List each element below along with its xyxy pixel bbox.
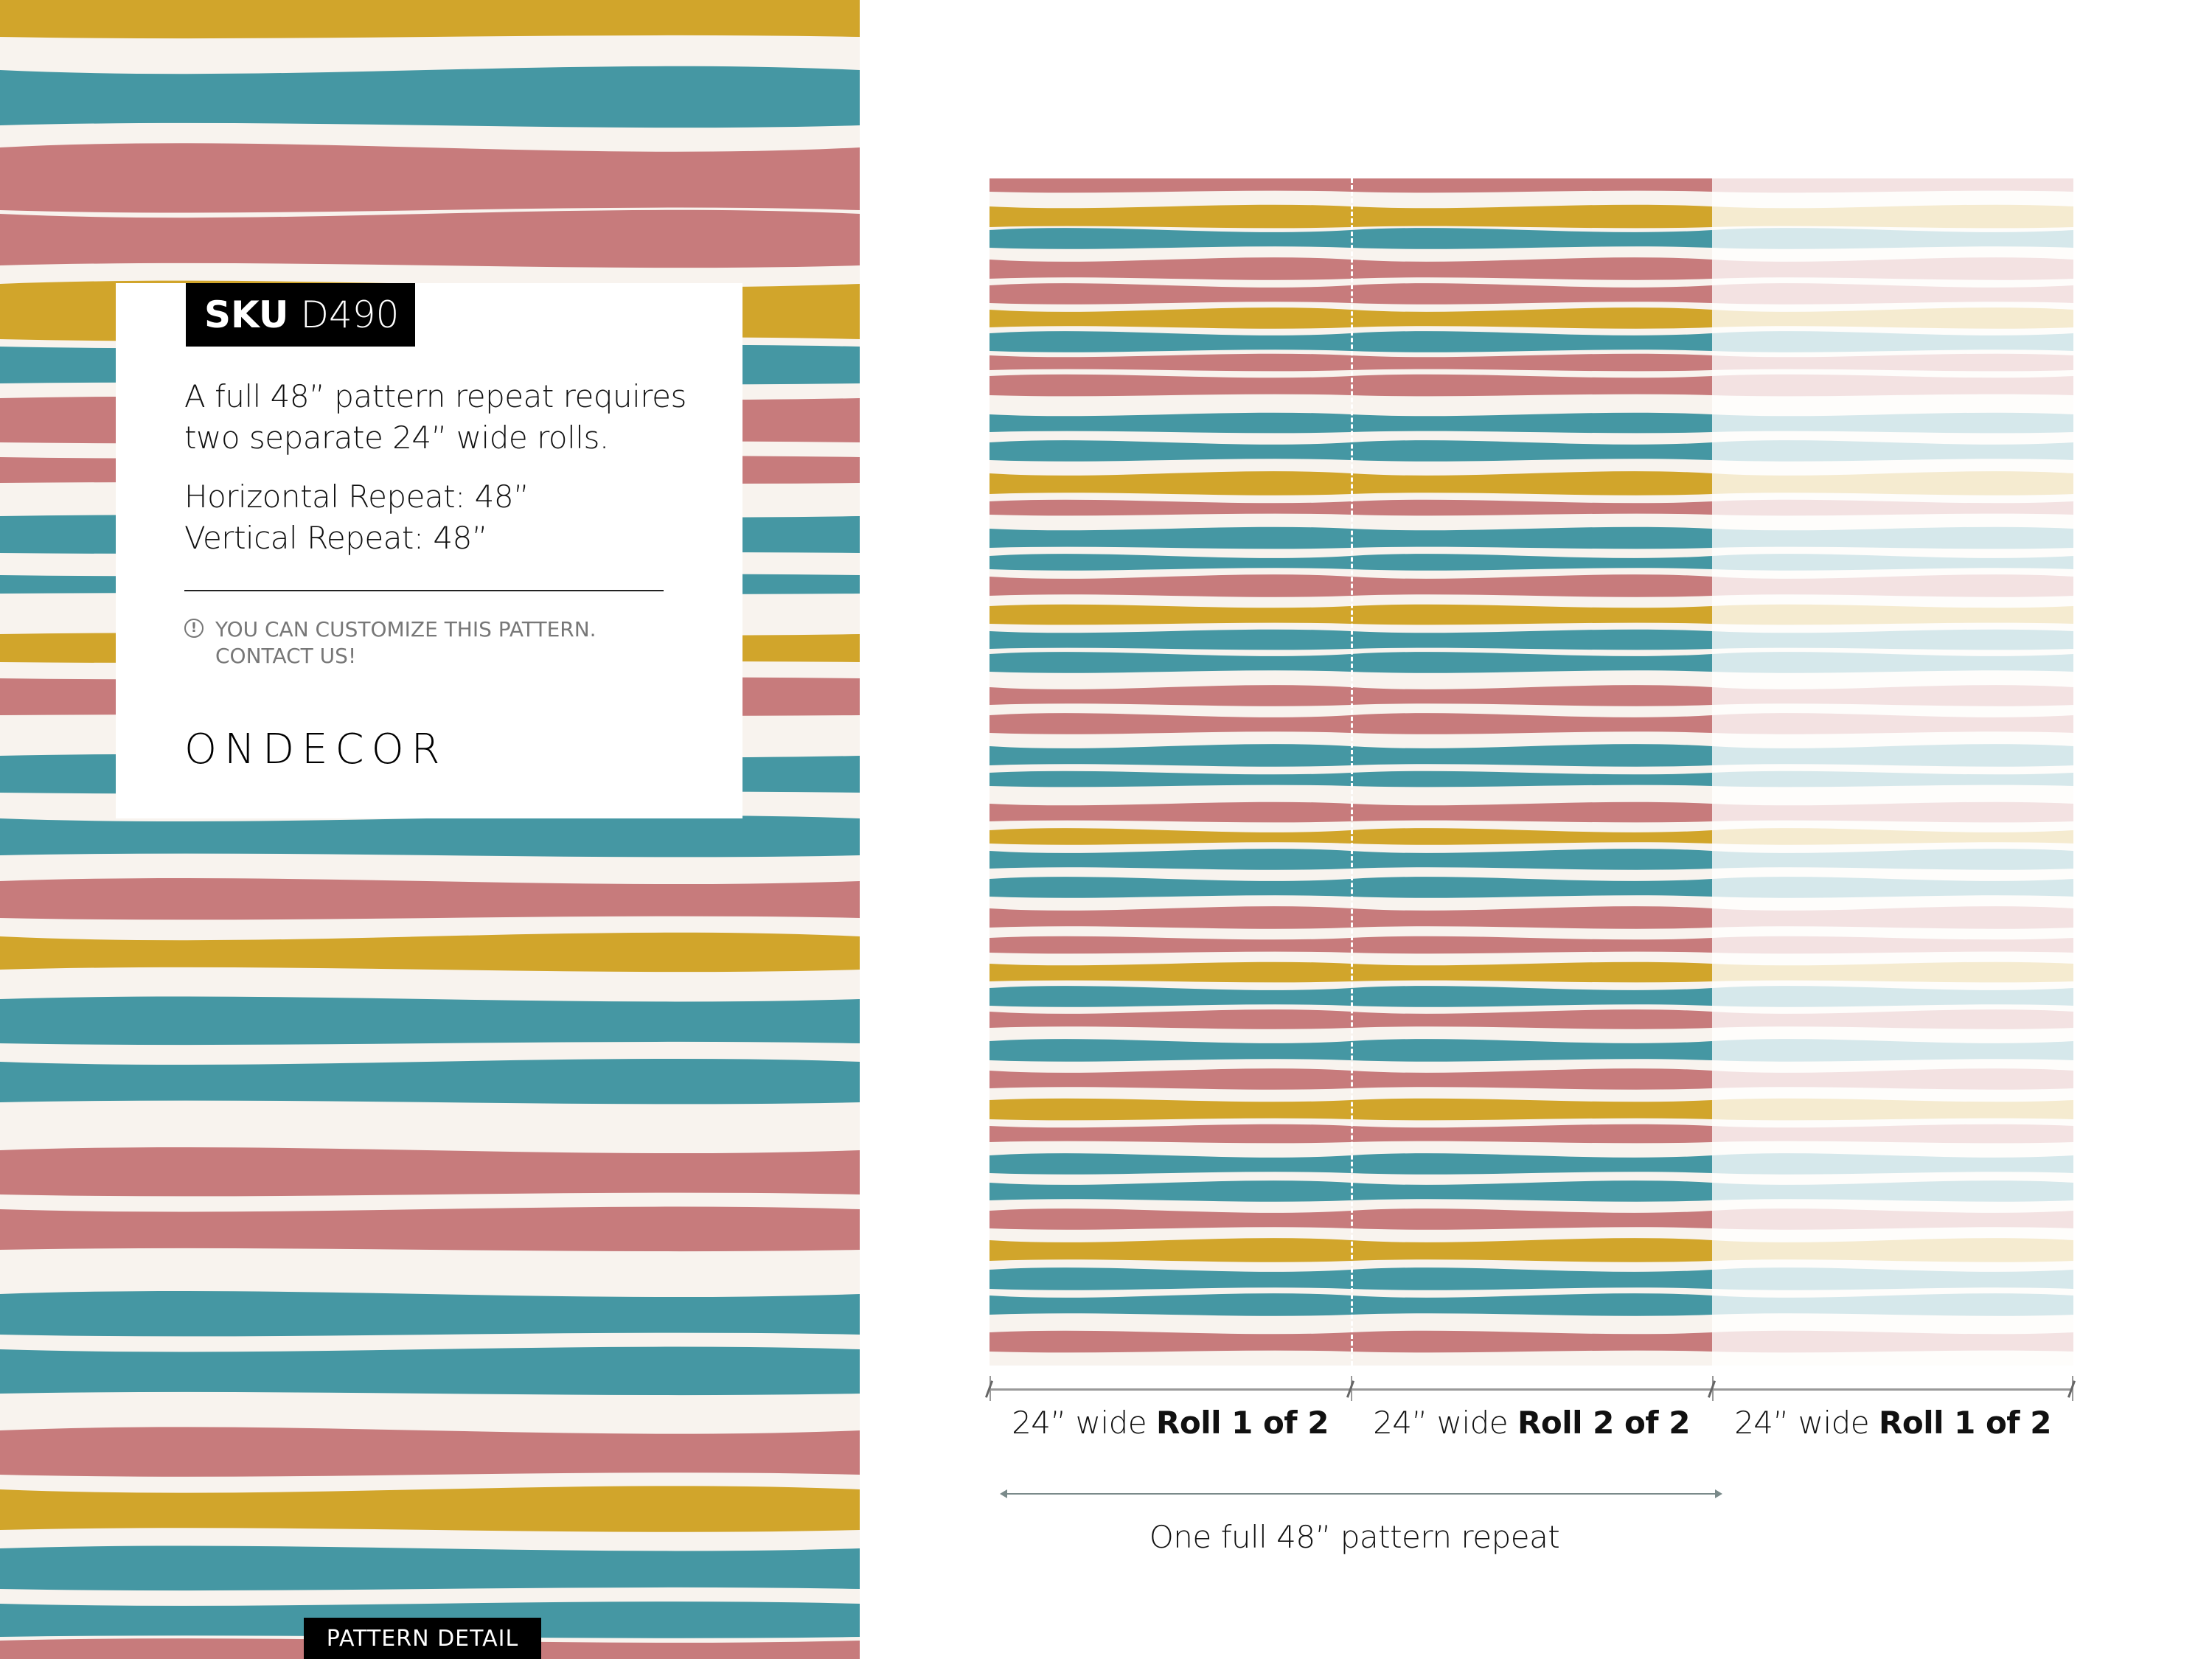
wave-stripe: [0, 1346, 860, 1396]
customize-line-1: YOU CAN CUSTOMIZE THIS PATTERN.: [215, 617, 597, 641]
full-repeat-dimension-line: [1001, 1493, 1720, 1495]
roll-layout-diagram: [990, 178, 2073, 1366]
wave-stripe: [0, 815, 860, 858]
horizontal-repeat: Horizontal Repeat: 48”: [184, 479, 529, 515]
customize-notice[interactable]: ! YOU CAN CUSTOMIZE THIS PATTERN. CONTAC…: [184, 616, 597, 669]
product-info-card: SKU D490 A full 48” pattern repeat requi…: [116, 283, 742, 818]
roll-label-1: 24” wide Roll 1 of 2: [990, 1405, 1351, 1441]
sku-badge: SKU D490: [186, 283, 416, 347]
description-line-2: two separate 24” wide rolls.: [184, 420, 609, 456]
wave-stripe: [0, 1290, 860, 1337]
roll-number-text: Roll 1 of 2: [1879, 1405, 2051, 1441]
arrow-left-icon: [1000, 1489, 1007, 1498]
info-circle-icon: !: [184, 619, 204, 638]
roll-seam-dashed-line: [1351, 178, 1353, 1366]
roll-label-2: 24” wide Roll 2 of 2: [1351, 1405, 1712, 1441]
roll-width-text: 24” wide: [1734, 1405, 1870, 1441]
roll-number-text: Roll 1 of 2: [1156, 1405, 1329, 1441]
pattern-detail-panel: SKU D490 A full 48” pattern repeat requi…: [0, 0, 860, 1659]
vertical-repeat: Vertical Repeat: 48”: [184, 520, 488, 556]
wave-stripe: [0, 1058, 860, 1105]
pattern-detail-label: PATTERN DETAIL: [304, 1618, 541, 1659]
roll-3-faded-preview: [1712, 178, 2073, 1366]
full-repeat-label: One full 48” pattern repeat: [1149, 1519, 1560, 1555]
wave-stripe: [0, 1206, 860, 1252]
roll-width-text: 24” wide: [1373, 1405, 1509, 1441]
sku-label: SKU: [204, 293, 289, 336]
wave-stripe: [0, 1147, 860, 1197]
wave-stripe: [0, 209, 860, 268]
sku-code: D490: [300, 293, 400, 336]
roll-width-dimension-line: [990, 1388, 2073, 1391]
repeat-description: A full 48” pattern repeat requires two s…: [184, 376, 686, 459]
wave-stripe: [0, 877, 860, 920]
wave-stripe: [0, 1427, 860, 1477]
description-line-1: A full 48” pattern repeat requires: [184, 378, 686, 414]
roll-number-text: Roll 2 of 2: [1517, 1405, 1690, 1441]
customize-line-2[interactable]: CONTACT US!: [215, 644, 357, 668]
wave-stripe: [0, 143, 860, 213]
wave-stripe-pattern: [0, 0, 860, 1659]
wave-stripe: [0, 996, 860, 1046]
wave-stripe: [0, 66, 860, 128]
wave-stripe: [0, 932, 860, 973]
arrow-right-icon: [1715, 1489, 1722, 1498]
repeat-specs: Horizontal Repeat: 48” Vertical Repeat: …: [184, 476, 529, 559]
divider: [184, 590, 664, 591]
roll-width-text: 24” wide: [1012, 1405, 1147, 1441]
ondecor-logo: ONDECOR: [184, 726, 448, 773]
wave-stripe: [0, 0, 860, 39]
roll-label-3: 24” wide Roll 1 of 2: [1712, 1405, 2073, 1441]
wave-stripe: [0, 1545, 860, 1591]
wave-stripe: [0, 1486, 860, 1532]
